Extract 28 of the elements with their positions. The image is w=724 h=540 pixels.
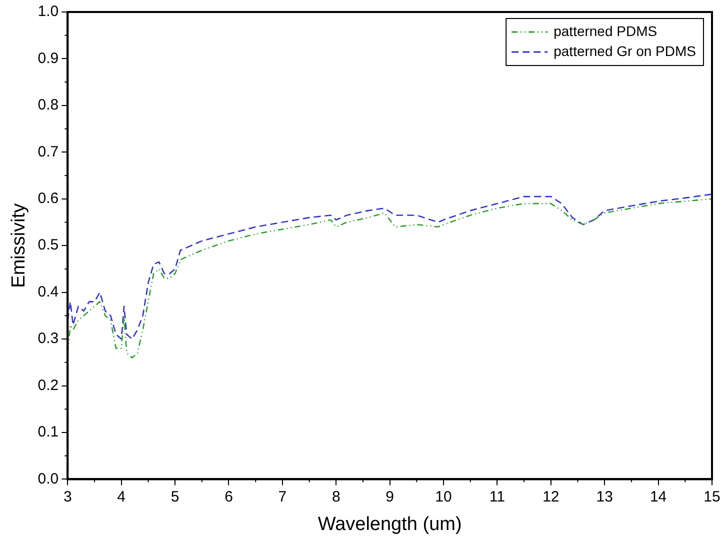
y-tick-label: 0.9	[38, 50, 59, 67]
x-tick-label: 3	[63, 488, 72, 506]
x-tick-label: 9	[386, 488, 394, 506]
y-tick-label: 0.2	[38, 376, 59, 394]
x-tick-label: 10	[435, 488, 452, 506]
x-tick-label: 4	[117, 488, 126, 506]
y-axis-title: Emissivity	[8, 202, 30, 288]
x-tick-label: 7	[278, 488, 287, 506]
x-tick-label: 5	[170, 488, 180, 506]
x-tick-label: 14	[650, 488, 667, 506]
x-tick-label: 13	[596, 488, 613, 506]
x-tick-label: 8	[332, 488, 340, 506]
y-tick-label: 0.6	[38, 190, 59, 208]
y-tick-label: 1.0	[38, 3, 59, 20]
y-tick-label: 0.7	[38, 143, 59, 160]
x-axis-title: Wavelength (um)	[318, 514, 462, 535]
y-tick-label: 0.1	[38, 424, 59, 441]
y-tick-label: 0.8	[38, 96, 59, 114]
y-tick-label: 0.0	[38, 470, 59, 488]
x-tick-label: 15	[704, 488, 720, 506]
legend-label: patterned PDMS	[554, 22, 658, 39]
legend-label: patterned Gr on PDMS	[554, 42, 696, 59]
x-tick-label: 11	[489, 488, 506, 506]
x-tick-label: 6	[224, 488, 233, 506]
y-tick-label: 0.3	[38, 330, 59, 348]
y-tick-label: 0.4	[38, 283, 59, 300]
y-tick-label: 0.5	[38, 236, 59, 254]
x-tick-label: 12	[542, 488, 560, 506]
